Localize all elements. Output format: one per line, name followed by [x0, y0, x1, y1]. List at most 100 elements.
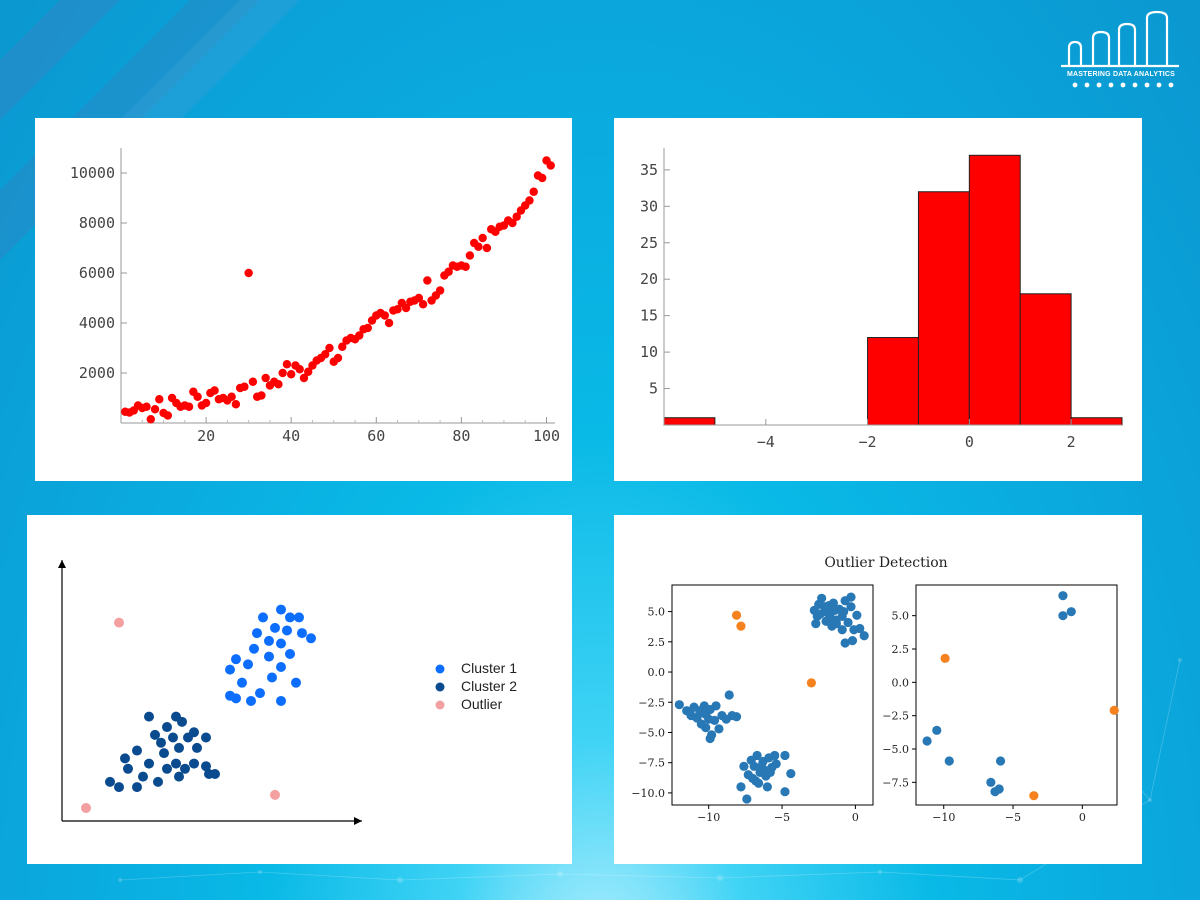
normal-point: [674, 700, 684, 710]
normal-point: [1058, 611, 1068, 621]
data-point: [384, 318, 394, 328]
y-tick-label: 4000: [79, 314, 115, 332]
y-tick-label: 15: [640, 307, 658, 325]
brand-logo: MASTERING DATA ANALYTICS: [1055, 8, 1187, 94]
cluster-chart: Cluster 1 Cluster 2 Outlier: [58, 560, 517, 825]
outlier-detection-chart-panel: Outlier Detection −10 −5 0 5.0 2.5 0.0 −2.5 −5.0…: [614, 515, 1142, 864]
data-point: [482, 243, 492, 253]
y-tick-label: −10.0: [631, 787, 665, 800]
outlier-point: [736, 621, 746, 631]
cluster-point: [153, 776, 163, 787]
normal-point: [709, 715, 720, 725]
outlier-point: [806, 678, 816, 688]
x-tick-label: −5: [774, 811, 790, 824]
normal-point: [840, 638, 850, 648]
normal-point: [815, 609, 825, 619]
normal-point: [780, 750, 790, 761]
logo-text: MASTERING DATA ANALYTICS: [1067, 71, 1175, 78]
cluster-point: [276, 638, 286, 649]
cluster-point: [306, 633, 316, 644]
normal-point: [830, 605, 840, 615]
cluster-point: [297, 628, 307, 639]
y-tick-label: 0.0: [648, 666, 666, 679]
normal-point: [765, 767, 775, 777]
data-point: [333, 353, 343, 363]
normal-point: [714, 724, 724, 734]
y-tick-label: 2000: [79, 364, 115, 382]
cluster-point: [282, 625, 292, 636]
cluster-point: [252, 628, 262, 639]
data-point: [257, 391, 266, 400]
cluster-point: [123, 763, 133, 774]
legend-marker: [435, 682, 445, 692]
y-axis-arrow-icon: [58, 560, 66, 568]
data-point: [163, 411, 173, 420]
cluster-point: [180, 763, 190, 774]
scatter-growth-chart-panel: 20 40 60 80 100 2000 4000 6000 8000 10000: [35, 118, 572, 481]
cluster-point: [285, 612, 295, 623]
normal-point: [859, 631, 869, 641]
x-tick-label: 80: [452, 427, 470, 445]
cluster-point: [189, 758, 199, 769]
data-point: [299, 373, 309, 383]
cluster-point: [225, 664, 235, 675]
y-tick-label: 2.5: [648, 636, 666, 649]
y-tick-label: −7.5: [638, 757, 665, 770]
x-axis-arrow-icon: [354, 817, 362, 825]
y-tick-label: −7.5: [882, 776, 909, 789]
cluster-point: [168, 732, 178, 743]
data-point: [325, 343, 334, 353]
cluster-point: [276, 604, 286, 615]
normal-point: [762, 782, 772, 792]
histogram-bar: [663, 417, 716, 426]
normal-point: [922, 736, 932, 746]
data-point: [295, 365, 304, 374]
legend-label: Cluster 2: [461, 678, 517, 694]
normal-point: [736, 782, 746, 792]
normal-point: [749, 761, 759, 771]
y-tick-label: 10000: [70, 164, 115, 182]
normal-point: [843, 617, 853, 628]
y-tick-label: 10: [640, 343, 658, 361]
data-point: [278, 368, 287, 378]
y-tick-label: 25: [640, 234, 658, 252]
subplot-frame: [915, 584, 1118, 806]
cluster-point: [243, 659, 253, 670]
cluster-point: [105, 776, 115, 787]
cluster-point: [144, 711, 154, 722]
logo-bars-icon: [1061, 10, 1179, 68]
cluster-point: [249, 643, 259, 654]
cluster-point: [162, 722, 172, 733]
data-point: [355, 331, 364, 340]
normal-point: [780, 787, 790, 797]
data-point: [401, 303, 411, 313]
outlier-point: [940, 653, 950, 663]
scatter-growth-chart: 20 40 60 80 100 2000 4000 6000 8000 10000: [70, 148, 560, 445]
cluster-point: [174, 742, 184, 753]
x-tick-label: 0: [1079, 811, 1086, 824]
cluster-point: [156, 737, 166, 748]
data-point: [231, 400, 241, 409]
cluster-point: [255, 688, 265, 699]
outlier-point: [731, 610, 742, 620]
x-tick-label: −5: [1005, 811, 1021, 824]
y-tick-label: 8000: [79, 214, 115, 232]
data-point: [304, 367, 313, 376]
logo-dots-icon: [1072, 82, 1174, 88]
data-point: [321, 350, 330, 359]
data-point: [240, 382, 249, 391]
x-tick-label: 0: [852, 811, 859, 824]
normal-point: [770, 750, 780, 761]
y-tick-label: 20: [640, 270, 658, 288]
y-tick-label: 5.0: [648, 606, 666, 619]
normal-point: [986, 777, 996, 787]
normal-point: [995, 756, 1006, 766]
data-point: [193, 392, 202, 401]
cluster-point: [231, 654, 241, 665]
y-tick-label: 30: [640, 197, 658, 215]
normal-point: [944, 756, 954, 766]
cluster-point: [81, 802, 91, 813]
x-tick-label: 60: [367, 427, 385, 445]
cluster-point: [270, 789, 280, 800]
